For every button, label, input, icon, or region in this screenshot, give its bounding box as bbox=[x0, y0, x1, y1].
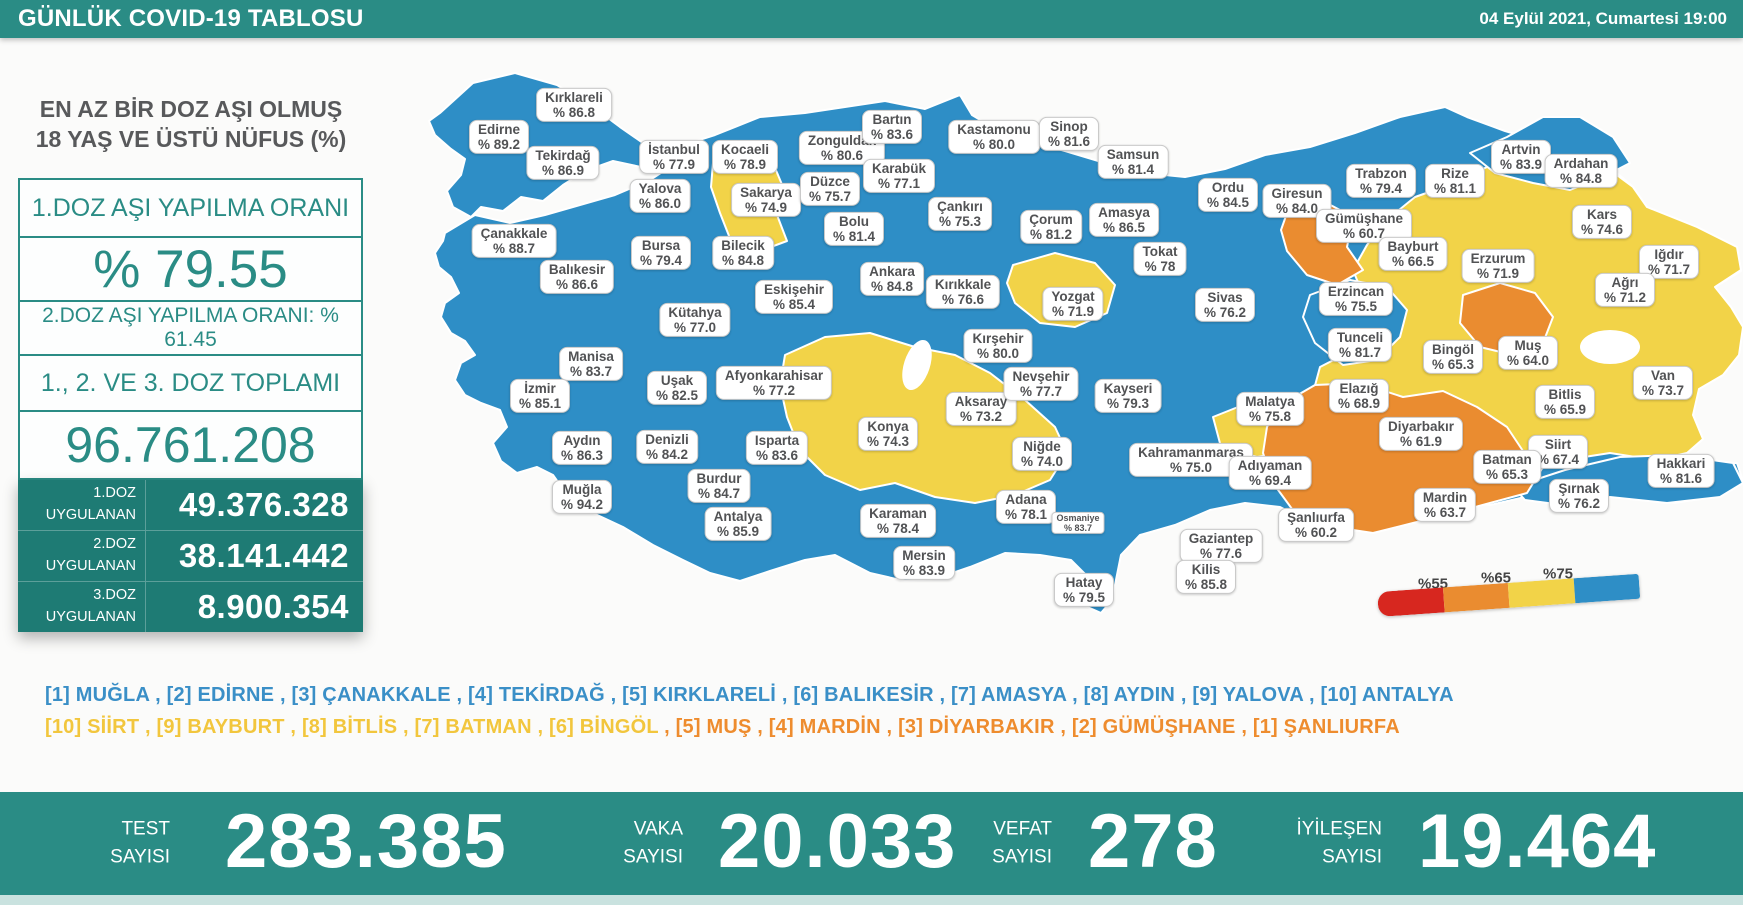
row-label: 3.DOZ bbox=[93, 587, 136, 604]
row-label: 1.DOZ bbox=[93, 485, 136, 502]
table-row: 2.DOZ UYGULANAN 38.141.442 bbox=[18, 530, 363, 581]
panel-heading-line1: EN AZ BİR DOZ AŞI OLMUŞ bbox=[39, 96, 343, 122]
header-bar: GÜNLÜK COVID-19 TABLOSU 04 Eylül 2021, C… bbox=[0, 0, 1743, 38]
list-item: , [1] ŞANLIURFA bbox=[1235, 716, 1400, 738]
top10-provinces-list: [1] MUĞLA , [2] EDİRNE , [3] ÇANAKKALE ,… bbox=[45, 684, 1454, 707]
row-value: 49.376.328 bbox=[178, 486, 349, 523]
lake-tuz bbox=[902, 339, 932, 391]
legend-tick-75: %75 bbox=[1542, 565, 1574, 583]
table-row: 1.DOZ UYGULANAN 49.376.328 bbox=[18, 480, 363, 530]
list-item: , [10] ANTALYA bbox=[1303, 684, 1454, 706]
list-item: , [5] KIRKLARELİ bbox=[604, 684, 777, 706]
list-item: , [8] BİTLİS bbox=[284, 716, 398, 738]
list-item: , [3] ÇANAKKALE bbox=[274, 684, 451, 706]
test-count-label: TEST SAYISI bbox=[110, 818, 170, 868]
recovered-count-value: 19.464 bbox=[1418, 798, 1657, 884]
total-doses-title: 1., 2. VE 3. DOZ TOPLAMI bbox=[18, 354, 363, 412]
list-item: , [2] GÜMÜŞHANE bbox=[1054, 716, 1236, 738]
recovered-count-label: İYİLEŞEN SAYISI bbox=[1296, 818, 1382, 868]
list-item: , [5] MUŞ bbox=[658, 716, 752, 738]
list-item: , [9] BAYBURT bbox=[139, 716, 285, 738]
death-count-label: VEFAT SAYISI bbox=[992, 818, 1052, 868]
death-count-value: 278 bbox=[1088, 798, 1218, 884]
list-item: , [3] DİYARBAKIR bbox=[880, 716, 1055, 738]
legend-segment bbox=[1377, 587, 1445, 617]
total-doses-value: 96.761.208 bbox=[18, 410, 363, 480]
row-label2: UYGULANAN bbox=[45, 558, 136, 574]
footer-stats-bar: TEST SAYISI 283.385 VAKA SAYISI 20.033 VEF… bbox=[0, 792, 1743, 895]
test-count-value: 283.385 bbox=[225, 798, 507, 884]
dose-table: 1.DOZ UYGULANAN 49.376.328 2.DOZ UYGULAN… bbox=[18, 480, 363, 632]
case-count-label: VAKA SAYISI bbox=[623, 818, 683, 868]
list-item: [1] MUĞLA bbox=[45, 684, 150, 706]
table-row: 3.DOZ UYGULANAN 8.900.354 bbox=[18, 581, 363, 632]
page-title: GÜNLÜK COVID-19 TABLOSU bbox=[18, 5, 364, 32]
list-item: , [6] BİNGÖL bbox=[531, 716, 659, 738]
legend-segment bbox=[1573, 573, 1641, 604]
list-item: , [4] TEKİRDAĞ bbox=[450, 684, 605, 706]
panel-heading: EN AZ BİR DOZ AŞI OLMUŞ 18 YAŞ VE ÜSTÜ N… bbox=[15, 94, 367, 155]
row-label2: UYGULANAN bbox=[45, 507, 136, 523]
list-item: , [7] AMASYA bbox=[933, 684, 1067, 706]
row-value: 38.141.442 bbox=[178, 537, 349, 574]
header-date: 04 Eylül 2021, Cumartesi 19:00 bbox=[1479, 9, 1727, 28]
list-item: , [6] BALIKESİR bbox=[776, 684, 934, 706]
turkey-map bbox=[428, 72, 1743, 614]
row-label: 2.DOZ bbox=[93, 536, 136, 553]
lake-van bbox=[1580, 330, 1640, 364]
panel-heading-line2: 18 YAŞ VE ÜSTÜ NÜFUS (%) bbox=[35, 126, 347, 153]
dose1-rate-title: 1.DOZ AŞI YAPILMA ORANI bbox=[18, 178, 363, 238]
list-item: , [2] EDİRNE bbox=[149, 684, 275, 706]
row-value: 8.900.354 bbox=[197, 588, 349, 625]
footer-bottom-strip bbox=[0, 895, 1743, 905]
list-item: , [9] YALOVA bbox=[1175, 684, 1304, 706]
dose2-rate-text: 2.DOZ AŞI YAPILMA ORANI: % 61.45 bbox=[18, 300, 363, 356]
list-item: , [8] AYDIN bbox=[1066, 684, 1176, 706]
list-item: [10] SİİRT bbox=[45, 716, 140, 738]
bottom10-provinces-list: [10] SİİRT , [9] BAYBURT , [8] BİTLİS , … bbox=[45, 716, 1400, 739]
row-label2: UYGULANAN bbox=[45, 609, 136, 625]
case-count-value: 20.033 bbox=[718, 798, 957, 884]
legend-tick-65: %65 bbox=[1480, 569, 1512, 587]
list-item: , [4] MARDİN bbox=[751, 716, 881, 738]
list-item: , [7] BATMAN bbox=[397, 716, 532, 738]
dose1-rate-value: % 79.55 bbox=[18, 236, 363, 302]
legend-segment bbox=[1442, 582, 1510, 613]
legend-segment bbox=[1507, 578, 1575, 608]
